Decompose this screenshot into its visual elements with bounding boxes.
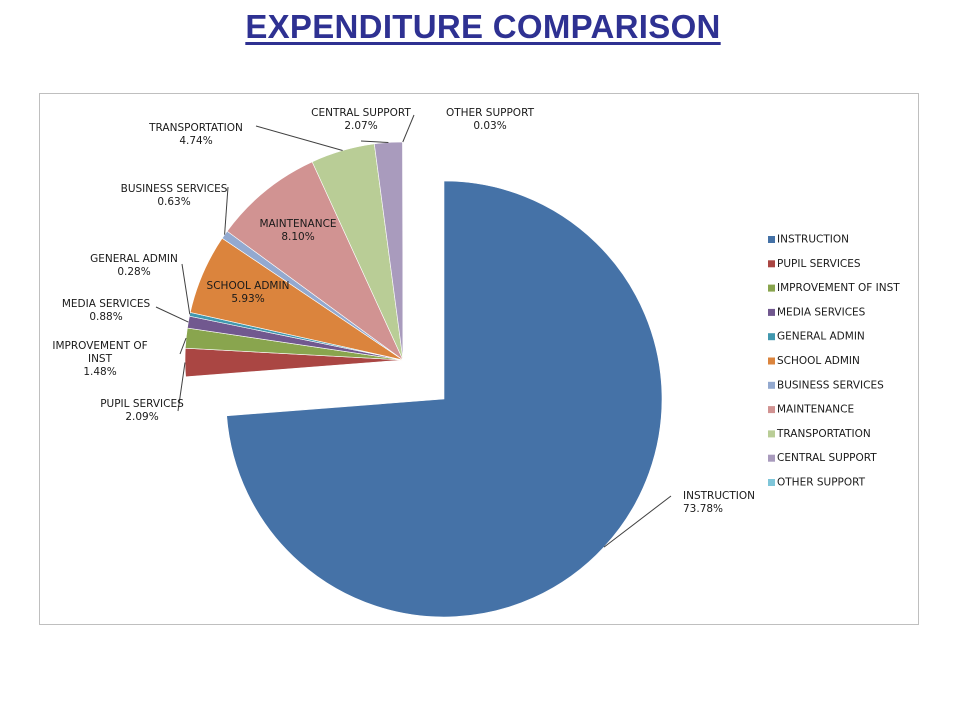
data-label-name-transportation: TRANSPORTATION bbox=[148, 122, 243, 134]
data-label-name-improvement-of-inst: IMPROVEMENT OF bbox=[52, 340, 147, 352]
data-label-name-instruction: INSTRUCTION bbox=[683, 490, 755, 502]
data-label-value-media-services: 0.88% bbox=[89, 311, 122, 323]
chart-area: INSTRUCTION 73.78% PUPIL SERVICES 2.09% IMPR… bbox=[39, 93, 919, 625]
data-label-value-improvement-of-inst: 1.48% bbox=[83, 366, 116, 378]
data-label-value-business-services: 0.63% bbox=[157, 196, 190, 208]
legend-label-improvement-of-inst: IMPROVEMENT OF INST bbox=[777, 282, 900, 294]
legend-label-transportation: TRANSPORTATION bbox=[776, 428, 871, 440]
legend-label-other-support: OTHER SUPPORT bbox=[777, 477, 866, 489]
legend-swatch-school-admin bbox=[768, 357, 775, 365]
legend-swatch-instruction bbox=[768, 236, 775, 243]
data-label-name-school-admin: SCHOOL ADMIN bbox=[207, 280, 290, 292]
data-label-value-instruction: 73.78% bbox=[683, 503, 723, 515]
data-label-value-pupil-services: 2.09% bbox=[125, 411, 158, 423]
legend-label-media-services: MEDIA SERVICES bbox=[777, 306, 866, 318]
data-label-value-school-admin: 5.93% bbox=[231, 293, 264, 305]
legend-swatch-media-services bbox=[768, 308, 775, 316]
leader-line-transportation bbox=[255, 125, 343, 151]
leader-line-business-services bbox=[224, 186, 229, 235]
leader-line-improvement-of-inst bbox=[179, 337, 187, 355]
legend-label-pupil-services: PUPIL SERVICES bbox=[777, 258, 861, 270]
data-label-value-maintenance: 8.10% bbox=[281, 231, 314, 243]
legend: INSTRUCTION PUPIL SERVICES IMPROVEMENT OF … bbox=[768, 234, 900, 489]
legend-swatch-transportation bbox=[768, 430, 775, 438]
legend-label-instruction: INSTRUCTION bbox=[777, 234, 849, 246]
page-title: EXPENDITURE COMPARISON bbox=[245, 8, 721, 45]
leader-line-media-services bbox=[155, 306, 189, 323]
legend-swatch-other-support bbox=[768, 479, 775, 486]
data-label-value-general-admin: 0.28% bbox=[117, 266, 150, 278]
leader-line-instruction bbox=[603, 495, 672, 548]
data-label-name-improvement-of-inst: INST bbox=[88, 353, 113, 365]
legend-swatch-improvement-of-inst bbox=[768, 284, 775, 292]
data-label-name-pupil-services: PUPIL SERVICES bbox=[100, 398, 184, 410]
legend-label-maintenance: MAINTENANCE bbox=[777, 404, 854, 416]
data-label-value-other-support: 0.03% bbox=[473, 120, 506, 132]
data-label-name-other-support: OTHER SUPPORT bbox=[446, 107, 535, 119]
legend-swatch-maintenance bbox=[768, 406, 775, 414]
data-label-value-central-support: 2.07% bbox=[344, 120, 377, 132]
leader-lines bbox=[155, 114, 672, 548]
legend-label-general-admin: GENERAL ADMIN bbox=[777, 331, 865, 343]
pie-slice-maintenance bbox=[226, 161, 404, 361]
legend-swatch-business-services bbox=[768, 381, 775, 389]
data-label-name-media-services: MEDIA SERVICES bbox=[62, 298, 151, 310]
pie-slice-instruction bbox=[226, 180, 663, 618]
legend-swatch-central-support bbox=[768, 454, 775, 462]
data-label-name-business-services: BUSINESS SERVICES bbox=[121, 183, 228, 195]
legend-swatch-pupil-services bbox=[768, 260, 775, 268]
pie-slices bbox=[184, 141, 663, 618]
data-label-name-maintenance: MAINTENANCE bbox=[259, 218, 336, 230]
legend-label-business-services: BUSINESS SERVICES bbox=[777, 379, 884, 391]
leader-line-central-support bbox=[360, 140, 389, 143]
data-label-name-general-admin: GENERAL ADMIN bbox=[90, 253, 178, 265]
leader-line-general-admin bbox=[181, 263, 191, 315]
leader-line-other-support bbox=[402, 114, 415, 143]
data-label-name-central-support: CENTRAL SUPPORT bbox=[311, 107, 411, 119]
legend-label-central-support: CENTRAL SUPPORT bbox=[777, 452, 877, 464]
data-label-value-transportation: 4.74% bbox=[179, 135, 212, 147]
legend-label-school-admin: SCHOOL ADMIN bbox=[777, 355, 860, 367]
legend-swatch-general-admin bbox=[768, 333, 775, 341]
leader-line-pupil-services bbox=[177, 362, 186, 412]
